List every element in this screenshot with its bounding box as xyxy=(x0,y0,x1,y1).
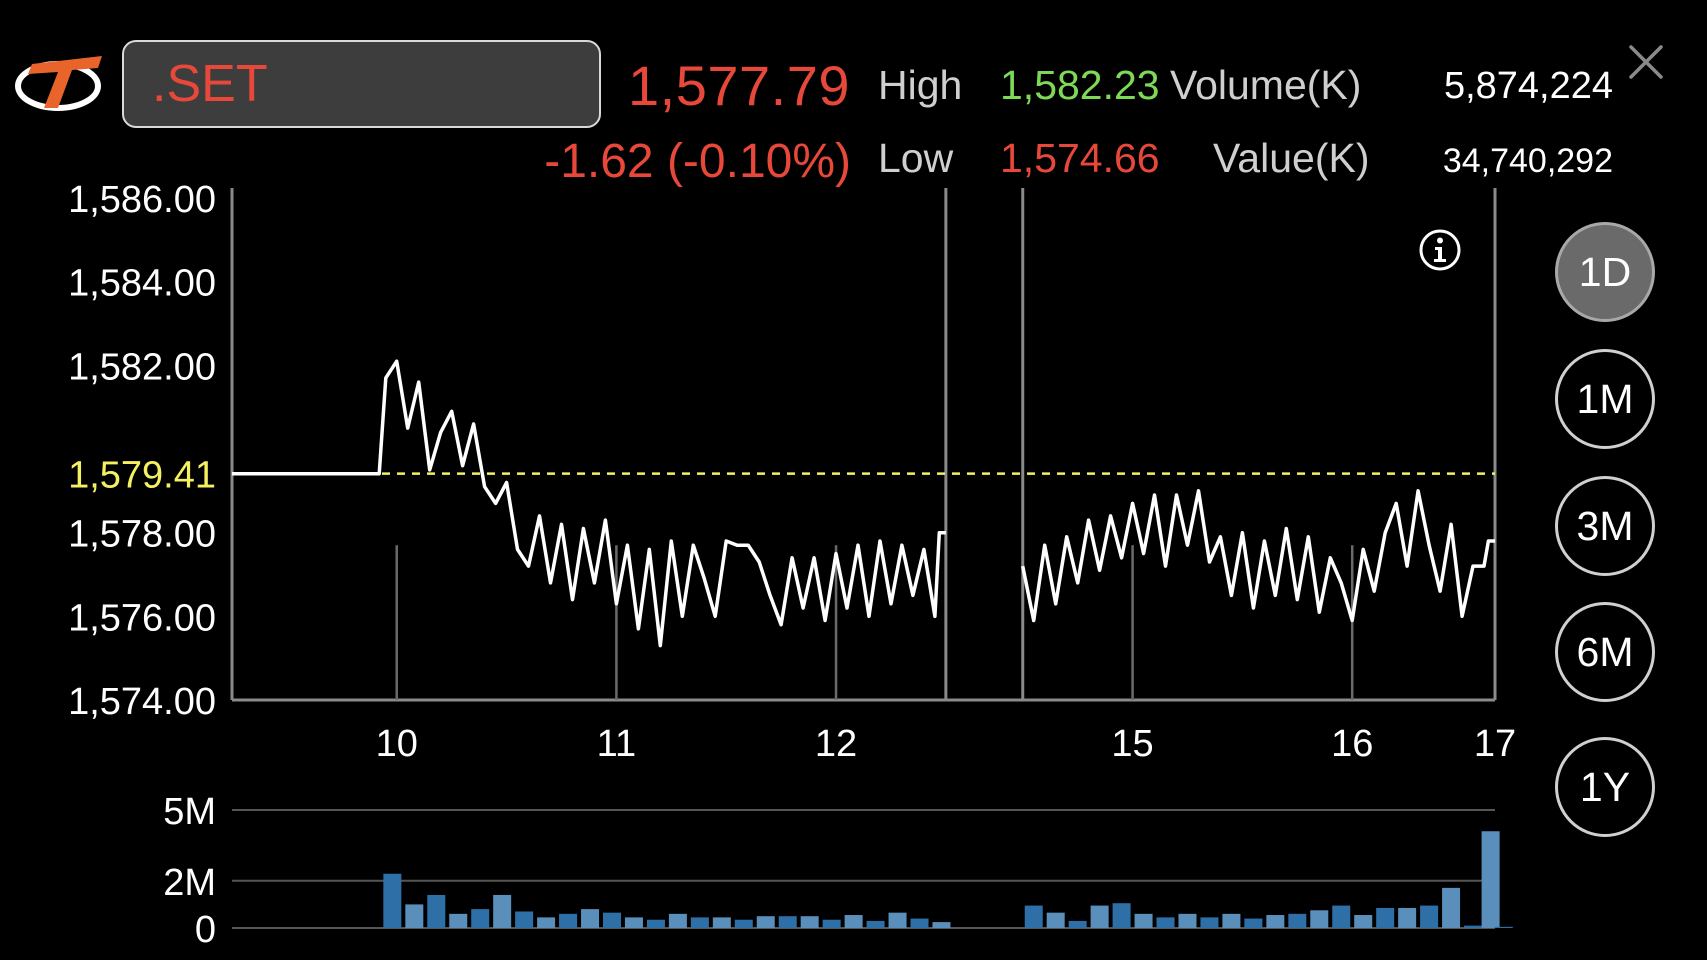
volume-bar xyxy=(1178,913,1197,928)
range-button-1m[interactable]: 1M xyxy=(1555,349,1655,449)
volume-bar xyxy=(1464,925,1483,928)
price-y-axis: 1,586.00 1,584.00 1,582.00 1,578.00 1,576.00… xyxy=(68,179,216,723)
range-button-3m[interactable]: 3M xyxy=(1555,476,1655,576)
volume-bar xyxy=(800,916,819,928)
volume-bar xyxy=(1354,915,1373,928)
volume-bar xyxy=(866,920,885,928)
reference-line-group: 1,579.41 xyxy=(68,455,1495,497)
volume-value: 5,874,224 xyxy=(1443,65,1613,107)
volume-bar xyxy=(1310,910,1329,928)
volume-bar xyxy=(1222,913,1241,928)
last-price: 1,577.79 xyxy=(628,54,850,117)
price-change: -1.62 (-0.10%) xyxy=(544,135,851,188)
volume-bar xyxy=(1068,920,1087,928)
volume-bar xyxy=(734,919,753,928)
x-tick-label: 10 xyxy=(376,723,418,765)
volume-bar xyxy=(1156,917,1175,928)
volume-bar xyxy=(756,916,775,928)
low-value: 1,574.66 xyxy=(1000,135,1160,181)
y-tick-label: 1,578.00 xyxy=(68,514,216,556)
volume-bar xyxy=(778,916,797,928)
y-tick-label: 1,574.00 xyxy=(68,681,216,723)
volume-bar xyxy=(932,922,951,928)
reference-label: 1,579.41 xyxy=(68,455,216,497)
price-series xyxy=(232,359,1495,648)
volume-y-axis: 5M 2M 0 xyxy=(163,791,216,951)
volume-bar xyxy=(559,913,578,928)
volume-tick-label: 2M xyxy=(163,862,216,904)
volume-bar xyxy=(537,917,556,928)
volume-bar xyxy=(449,913,468,928)
volume-bar xyxy=(1442,887,1461,928)
volume-bar xyxy=(1046,912,1065,928)
y-tick-label: 1,582.00 xyxy=(68,346,216,388)
volume-bar xyxy=(602,912,621,928)
close-icon[interactable] xyxy=(1626,42,1666,82)
volume-bar xyxy=(515,911,534,928)
price-line xyxy=(1020,489,1495,623)
volume-bar xyxy=(1090,905,1109,928)
volume-bar xyxy=(1200,917,1219,928)
x-tick-label: 11 xyxy=(597,723,636,765)
volume-bars xyxy=(383,831,1513,928)
value-label: Value(K) xyxy=(1213,135,1370,181)
y-tick-label: 1,584.00 xyxy=(68,263,216,305)
volume-bar xyxy=(1376,907,1395,928)
volume-bar xyxy=(427,894,446,928)
volume-tick-label: 0 xyxy=(195,909,216,951)
volume-bar xyxy=(624,917,643,928)
volume-bar xyxy=(690,917,709,928)
volume-bar xyxy=(1244,918,1263,928)
x-tick-label: 17 xyxy=(1474,723,1516,765)
volume-bar xyxy=(471,909,490,928)
volume-bar xyxy=(1420,905,1439,928)
range-button-1d[interactable]: 1D xyxy=(1555,222,1655,322)
volume-bar xyxy=(1481,831,1500,928)
price-chart: 1,586.00 1,584.00 1,582.00 1,578.00 1,576.00… xyxy=(68,179,1517,765)
volume-bar xyxy=(1288,913,1307,928)
brand-logo-icon xyxy=(15,56,102,111)
symbol-search-input[interactable]: .SET xyxy=(122,40,601,128)
volume-bar xyxy=(910,918,929,928)
volume-bar xyxy=(1332,905,1351,928)
y-tick-label: 1,586.00 xyxy=(68,179,216,221)
volume-bar xyxy=(1024,905,1043,928)
volume-bar xyxy=(712,917,731,928)
price-chart-grid xyxy=(230,188,1497,702)
price-line xyxy=(232,359,946,648)
volume-bar xyxy=(888,912,907,928)
info-icon[interactable] xyxy=(1418,228,1462,272)
high-value: 1,582.23 xyxy=(1000,62,1160,108)
low-label: Low xyxy=(878,135,954,181)
price-x-axis: 10 11 12 15 16 17 xyxy=(376,723,1517,765)
volume-bar xyxy=(405,904,424,928)
volume-label: Volume(K) xyxy=(1170,62,1362,108)
volume-tick-label: 5M xyxy=(163,791,216,833)
volume-bar xyxy=(1266,915,1285,928)
value-value: 34,740,292 xyxy=(1442,142,1613,180)
volume-bar xyxy=(844,915,863,928)
volume-bar xyxy=(383,873,402,928)
volume-chart: 5M 2M 0 xyxy=(163,791,1513,951)
volume-bar xyxy=(581,909,600,928)
volume-bar xyxy=(668,913,687,928)
volume-bar xyxy=(1494,926,1513,928)
high-label: High xyxy=(878,62,963,108)
x-tick-label: 15 xyxy=(1111,723,1153,765)
range-button-6m[interactable]: 6M xyxy=(1555,602,1655,702)
volume-bar xyxy=(1134,913,1153,928)
volume-bar xyxy=(1398,907,1417,928)
volume-bar xyxy=(1112,903,1131,928)
range-button-1y[interactable]: 1Y xyxy=(1555,737,1655,837)
volume-bar xyxy=(493,894,512,928)
x-tick-label: 16 xyxy=(1331,723,1373,765)
volume-bar xyxy=(822,919,841,928)
y-tick-label: 1,576.00 xyxy=(68,597,216,639)
x-tick-label: 12 xyxy=(815,723,857,765)
volume-bar xyxy=(646,919,665,928)
